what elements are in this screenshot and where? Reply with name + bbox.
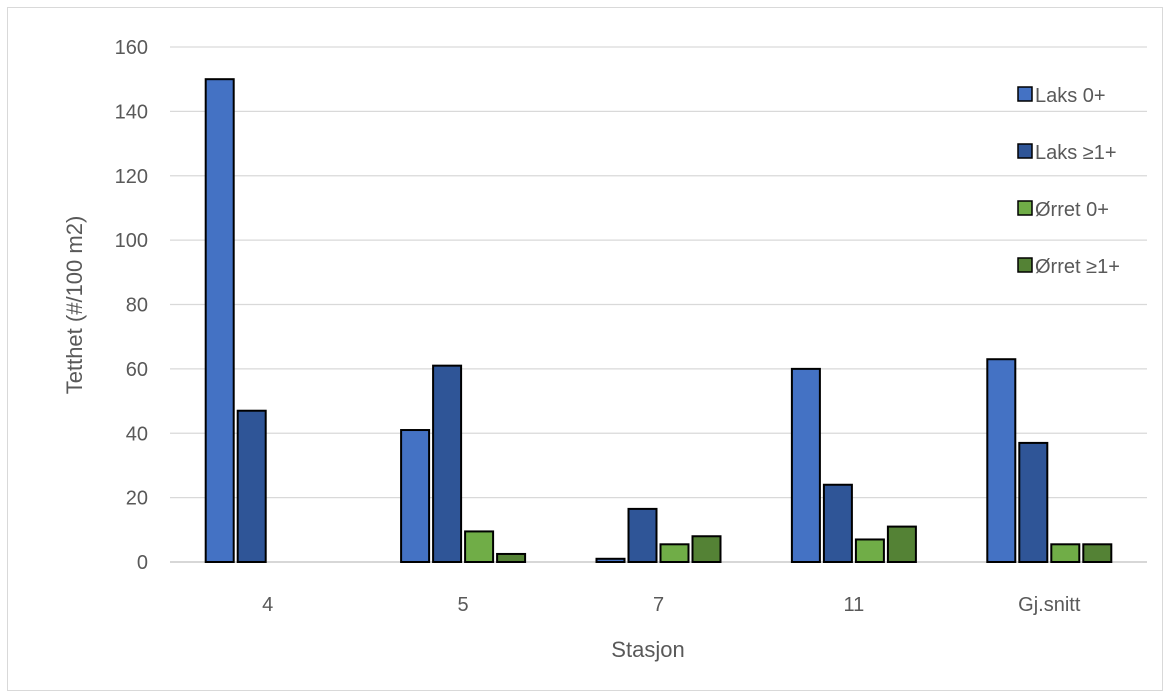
bar <box>204 78 235 563</box>
y-tick-label: 40 <box>126 423 148 445</box>
legend-label: Ørret 0+ <box>1035 199 1109 221</box>
bar <box>886 525 917 563</box>
bar <box>236 409 267 563</box>
bar <box>400 429 431 563</box>
y-tick-label: 60 <box>126 359 148 381</box>
x-tick-label: Gj.snitt <box>1018 594 1081 616</box>
legend-label: Laks 0+ <box>1035 85 1106 107</box>
legend-swatch <box>1017 86 1033 102</box>
bar <box>627 507 658 563</box>
legend: Laks 0+ Laks ≥1+ Ørret 0+ Ørret ≥1+ <box>1017 85 1120 278</box>
bar <box>1050 543 1081 563</box>
y-tick-label: 120 <box>115 166 148 188</box>
x-axis-title: Stasjon <box>611 637 684 662</box>
y-axis-title: Tetthet (#/100 m2) <box>62 216 87 395</box>
x-tick-label: 7 <box>653 594 664 616</box>
y-tick-label: 20 <box>126 488 148 510</box>
x-axis-ticks: 4 5 7 11 Gj.snitt <box>262 594 1081 616</box>
y-tick-label: 160 <box>115 37 148 59</box>
bar <box>1018 441 1049 563</box>
bar <box>854 538 885 563</box>
gridlines <box>170 46 1147 563</box>
bar <box>496 552 527 563</box>
legend-label: Ørret ≥1+ <box>1035 256 1120 278</box>
legend-swatch <box>1017 143 1033 159</box>
y-tick-label: 140 <box>115 101 148 123</box>
chart-frame <box>7 7 1163 691</box>
y-axis-ticks: 0 20 40 60 80 100 120 140 160 <box>115 37 148 574</box>
bar <box>659 543 690 563</box>
x-tick-label: 4 <box>262 594 273 616</box>
legend-label: Laks ≥1+ <box>1035 142 1117 164</box>
bar <box>432 364 463 563</box>
bar <box>790 367 821 563</box>
bar <box>1082 543 1113 563</box>
y-tick-label: 80 <box>126 295 148 317</box>
bar <box>595 557 626 563</box>
y-tick-label: 100 <box>115 230 148 252</box>
x-tick-label: 5 <box>458 594 469 616</box>
bars <box>204 78 1113 563</box>
y-tick-label: 0 <box>137 552 148 574</box>
bar <box>691 535 722 563</box>
x-tick-label: 11 <box>844 594 865 616</box>
bar <box>986 358 1017 563</box>
bar <box>464 530 495 563</box>
legend-swatch <box>1017 200 1033 216</box>
bar <box>822 483 853 563</box>
legend-swatch <box>1017 257 1033 273</box>
